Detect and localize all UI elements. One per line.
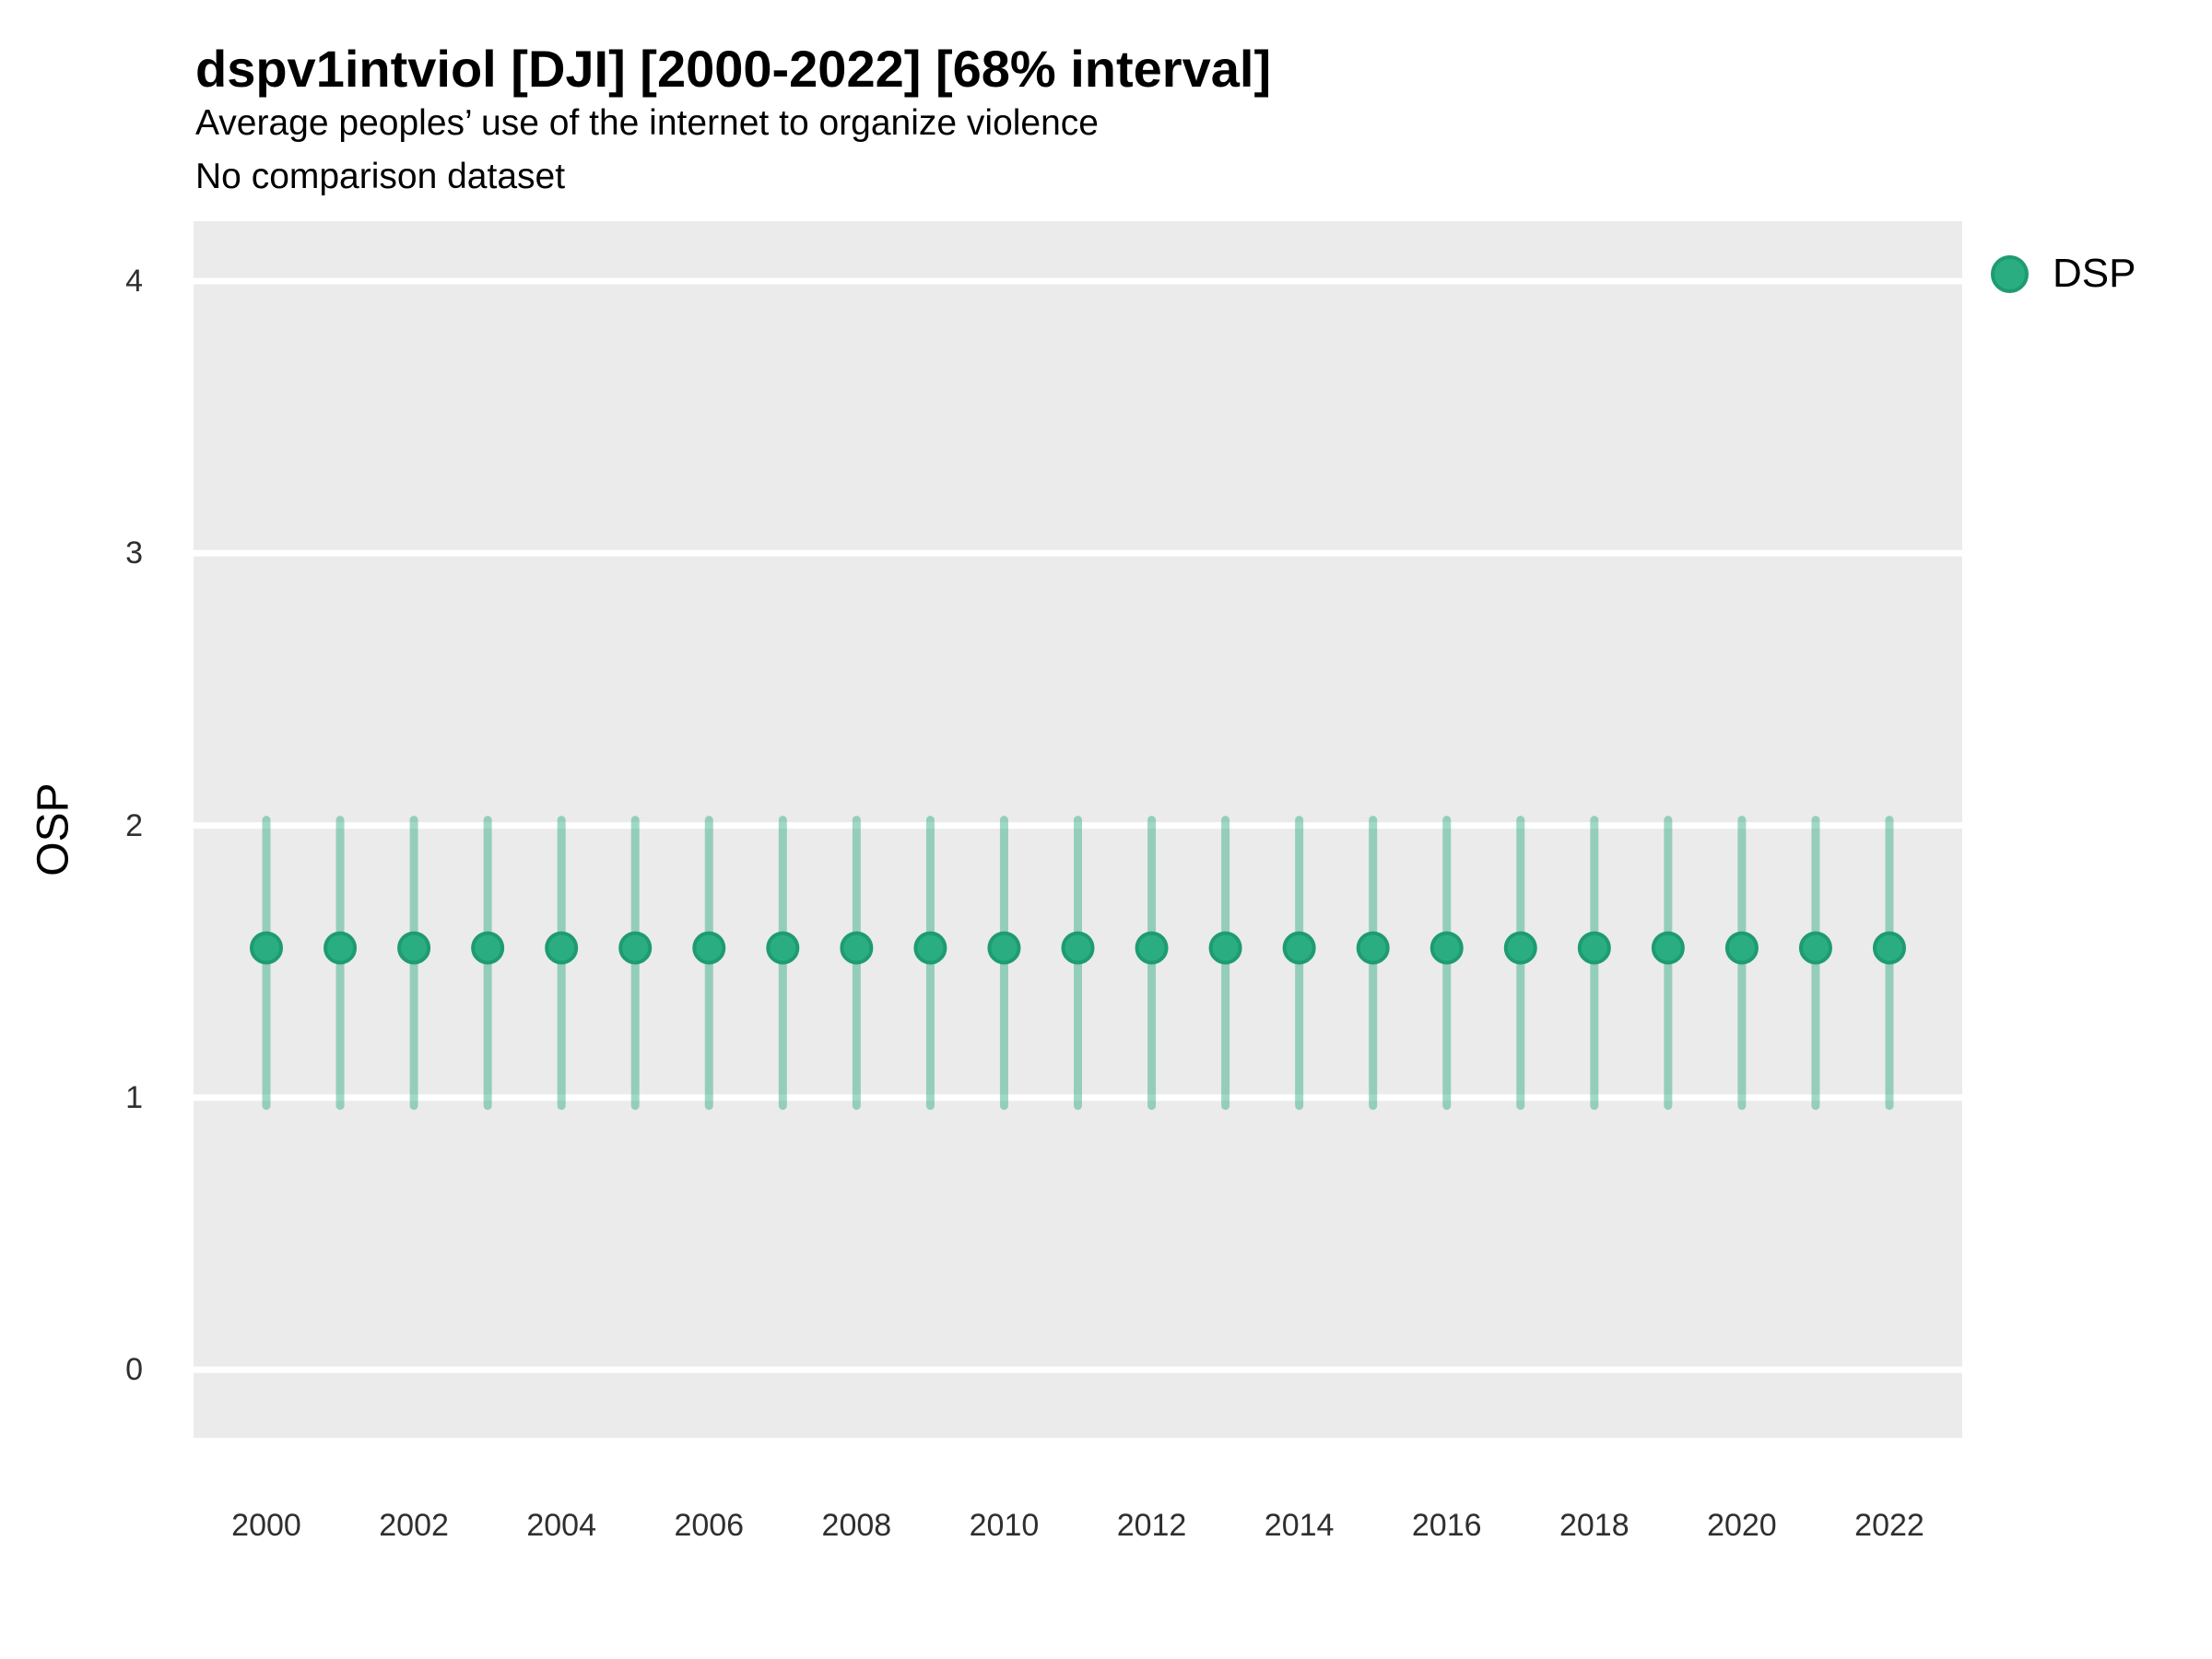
- x-tick-label-2006: 2006: [674, 1508, 745, 1543]
- comparison-note: No comparison dataset: [195, 157, 566, 196]
- point-2004: [545, 931, 579, 965]
- legend-label-dsp: DSP: [2053, 251, 2136, 296]
- point-2020: [1724, 931, 1759, 965]
- plot-svg: [194, 277, 1962, 1373]
- x-tick-label-2002: 2002: [379, 1508, 449, 1543]
- point-2014: [1282, 931, 1316, 965]
- x-tick-label-2000: 2000: [231, 1508, 301, 1543]
- point-2008: [840, 931, 874, 965]
- y-tick-label-2: 2: [125, 807, 143, 843]
- legend-marker-dsp-icon: [1991, 254, 2029, 293]
- legend: DSP: [1991, 251, 2136, 297]
- chart-subtitle: Average peoples’ use of the internet to …: [195, 103, 1099, 143]
- y-tick-label-1: 1: [125, 1079, 143, 1115]
- point-2019: [1651, 931, 1685, 965]
- point-2010: [987, 931, 1021, 965]
- point-2003: [471, 931, 505, 965]
- point-2005: [618, 931, 653, 965]
- point-2017: [1503, 931, 1537, 965]
- y-tick-label-0: 0: [125, 1352, 143, 1388]
- point-2021: [1798, 931, 1832, 965]
- x-tick-label-2018: 2018: [1559, 1508, 1630, 1543]
- y-tick-label-4: 4: [125, 263, 143, 299]
- point-2018: [1577, 931, 1611, 965]
- x-tick-label-2022: 2022: [1854, 1508, 1924, 1543]
- x-tick-label-2014: 2014: [1264, 1508, 1335, 1543]
- point-2013: [1208, 931, 1242, 965]
- point-2011: [1061, 931, 1095, 965]
- point-2012: [1135, 931, 1169, 965]
- x-tick-label-2004: 2004: [526, 1508, 596, 1543]
- point-2016: [1430, 931, 1464, 965]
- x-tick-label-2020: 2020: [1707, 1508, 1777, 1543]
- point-2022: [1873, 931, 1906, 965]
- point-2001: [324, 931, 358, 965]
- point-2006: [692, 931, 726, 965]
- point-2007: [766, 931, 800, 965]
- point-2002: [397, 931, 431, 965]
- y-tick-label-3: 3: [125, 535, 143, 571]
- x-tick-label-2010: 2010: [969, 1508, 1040, 1543]
- x-tick-label-2012: 2012: [1116, 1508, 1187, 1543]
- point-2000: [250, 931, 283, 965]
- point-2015: [1356, 931, 1390, 965]
- x-tick-label-2008: 2008: [821, 1508, 892, 1543]
- point-2009: [913, 931, 947, 965]
- chart-title: dspv1intviol [DJI] [2000-2022] [68% inte…: [195, 40, 1272, 98]
- plot-panel: [194, 221, 1962, 1438]
- x-tick-label-2016: 2016: [1411, 1508, 1482, 1543]
